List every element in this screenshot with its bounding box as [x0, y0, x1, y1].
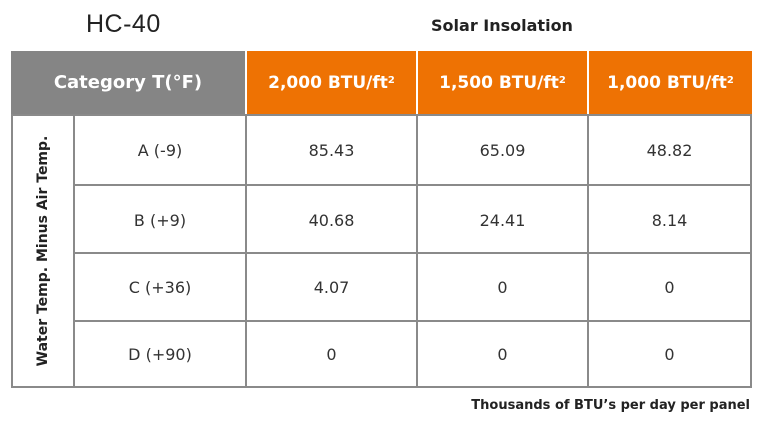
table-cell: 48.82 [646, 140, 693, 160]
row-category: A (-9) [75, 116, 247, 184]
row-category: C (+36) [75, 254, 247, 320]
column-header-1000: 1,000 BTU/ft 2 [589, 51, 752, 114]
row-divider [75, 184, 750, 186]
table-row: C (+36) 4.07 0 0 [75, 254, 750, 320]
table-body: Water Temp. Minus Air Temp. A (-9) 85.43… [11, 114, 752, 388]
column-group-title: Solar Insolation [431, 16, 573, 35]
table-cell: 0 [418, 322, 589, 386]
table-cell: 24.41 [418, 186, 589, 254]
table-cell: 65.09 [418, 116, 589, 184]
table-cell: 4.07 [247, 254, 418, 320]
table-cell: 8.14 [651, 210, 688, 230]
row-category: B (+9) [75, 186, 247, 254]
table-cell: 0 [247, 322, 418, 386]
row-category: D (+90) [75, 322, 247, 386]
units-footnote: Thousands of BTU’s per day per panel [471, 398, 750, 413]
table-row: D (+90) 0 0 0 [75, 322, 750, 386]
table-row: B (+9) 40.68 24.41 8.14 [75, 186, 750, 254]
table-row: A (-9) 85.43 65.09 48.82 [75, 116, 750, 184]
row-group-label: Water Temp. Minus Air Temp. [35, 135, 51, 367]
product-title: HC-40 [86, 10, 161, 38]
table-cell: 0 [664, 344, 675, 364]
column-header-1500: 1,500 BTU/ft 2 [418, 51, 587, 114]
table-cell: 0 [664, 277, 675, 297]
table-cell: 0 [418, 254, 589, 320]
table-cell: 40.68 [247, 186, 418, 254]
row-divider [75, 252, 750, 254]
column-header-2000: 2,000 BTU/ft 2 [247, 51, 416, 114]
performance-table: Category T(°F) 2,000 BTU/ft 2 1,500 BTU/f… [11, 51, 752, 388]
category-header: Category T(°F) [11, 51, 245, 114]
row-divider [75, 320, 750, 322]
table-cell: 85.43 [247, 116, 418, 184]
row-group-label-cell: Water Temp. Minus Air Temp. [13, 116, 75, 386]
